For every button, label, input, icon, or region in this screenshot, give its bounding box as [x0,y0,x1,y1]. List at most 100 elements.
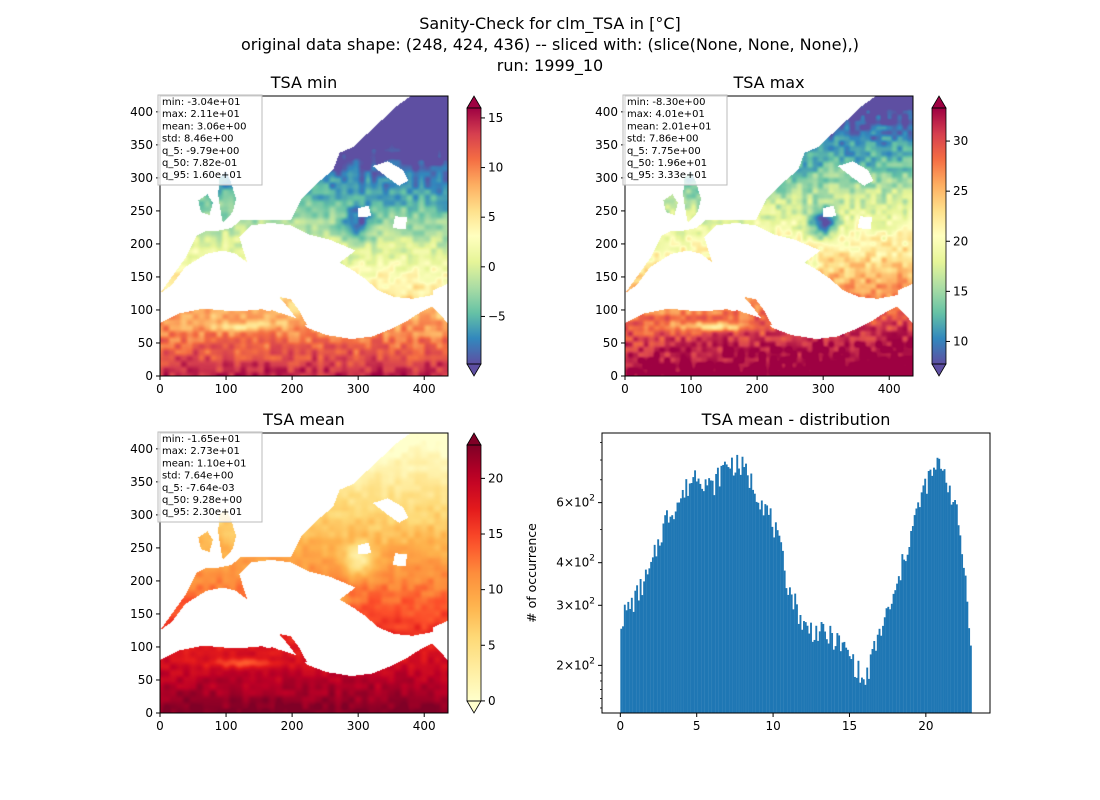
histogram-bar [764,504,767,713]
histogram-bar [711,480,714,713]
histogram-bar [801,629,804,713]
histogram-bar [848,656,851,713]
colorbar-tick-label: 15 [953,284,968,298]
histogram-bar [824,631,827,713]
figure-title-line-3: run: 1999_10 [497,56,603,76]
histogram-bar [864,684,867,713]
axis-title: TSA mean [262,410,345,429]
histogram-bar [818,631,821,713]
y-tick-label: 3×102 [556,596,595,612]
histogram-bar [875,650,877,713]
histogram-bar [774,522,777,713]
histogram-bar [752,489,754,713]
histogram-bar [687,495,689,713]
x-tick-label: 200 [281,719,304,733]
histogram-bar [743,467,746,713]
y-tick-label: 50 [138,336,153,350]
histogram-bar [859,682,862,713]
histogram-bar [945,482,948,713]
y-tick-base: ×10 [564,496,589,510]
histogram-bar [908,546,911,713]
histogram-bar [927,471,930,713]
histogram-bar [906,554,909,713]
histogram-bar [934,469,937,713]
stats-line: std: 8.46e+00 [162,134,234,145]
histogram-bar [868,678,870,713]
histogram-bar [669,516,672,713]
y-tick-base: ×10 [564,658,589,672]
histogram-bar [822,623,825,713]
y-tick-label: 400 [130,105,153,119]
histogram-bar [894,590,897,713]
histogram-bar [846,649,849,713]
colorbar-tick-label: 25 [953,184,968,198]
y-tick-label: 200 [595,237,618,251]
y-tick-exponent: 2 [589,554,595,564]
histogram-bar [936,457,939,713]
histogram-bar [780,542,783,713]
histogram-bar [697,478,700,713]
x-tick-label: 100 [215,719,238,733]
histogram-bar [871,648,874,713]
colorbar-frame [466,107,482,365]
y-tick-label: 0 [145,706,153,720]
histogram-bar [666,510,668,713]
colorbar-tick-label: 5 [488,638,496,652]
colorbar-extend-min [466,700,482,714]
x-tick-label: 0 [156,719,164,733]
x-tick-label: 400 [413,719,436,733]
histogram-bar [799,615,802,713]
histogram-bar [952,502,955,713]
histogram-bar [644,569,647,713]
histogram-bar [931,475,934,713]
y-tick-label: 200 [130,237,153,251]
colorbar-gradient [467,108,481,364]
stats-line: max: 2.11e+01 [162,109,240,120]
colorbar-extend-max [466,95,482,109]
histogram-bar [778,535,781,713]
stats-line: mean: 3.06e+00 [162,121,246,132]
histogram-bar [727,467,730,713]
y-tick-mantissa: 4 [556,556,564,570]
stats-line: mean: 1.10e+01 [162,458,246,469]
colorbar-frame [931,107,947,365]
histogram-bar [646,574,649,713]
histogram-bar [622,626,624,713]
stats-line: q_95: 3.33e+01 [627,170,707,181]
histogram-bar [671,515,674,713]
histogram-bar [803,621,805,713]
histogram-bar [903,559,906,713]
histogram-bar [718,486,721,713]
histogram-bar [957,525,960,713]
histogram-bar [797,623,800,713]
histogram-bar [643,581,646,713]
histogram-bar [896,583,899,713]
histogram-bar [708,478,711,713]
y-tick-label: 200 [130,574,153,588]
histogram-bar [969,645,972,713]
histogram-bar [660,542,663,713]
plot-frame [624,95,914,377]
histogram-bar [729,468,732,713]
heatmap-panel-2: TSA max 0 100 200 300 400 0 50 100 150 200 250 300 35… [595,73,968,396]
y-tick-label: 150 [595,270,618,284]
x-tick-label: 0 [617,719,625,733]
histogram-bar [790,594,793,713]
histogram-bar [887,606,890,713]
histogram-bar [839,651,842,713]
histogram-bar [843,641,846,713]
histogram-bar [925,493,928,713]
histogram-bar [841,642,844,713]
colorbar-tick-label: 10 [488,583,503,597]
plot-frame [601,432,991,714]
stats-box [157,431,263,523]
histogram-bar [701,488,704,713]
histogram-bar [918,507,921,713]
histogram-bar [667,522,670,713]
histogram-bar [762,515,765,713]
y-tick-mantissa: 2 [556,658,564,672]
y-tick-exponent: 2 [589,494,595,504]
colorbar-tick-label: 0 [488,694,496,708]
stats-line: min: -8.30e+00 [627,97,706,108]
